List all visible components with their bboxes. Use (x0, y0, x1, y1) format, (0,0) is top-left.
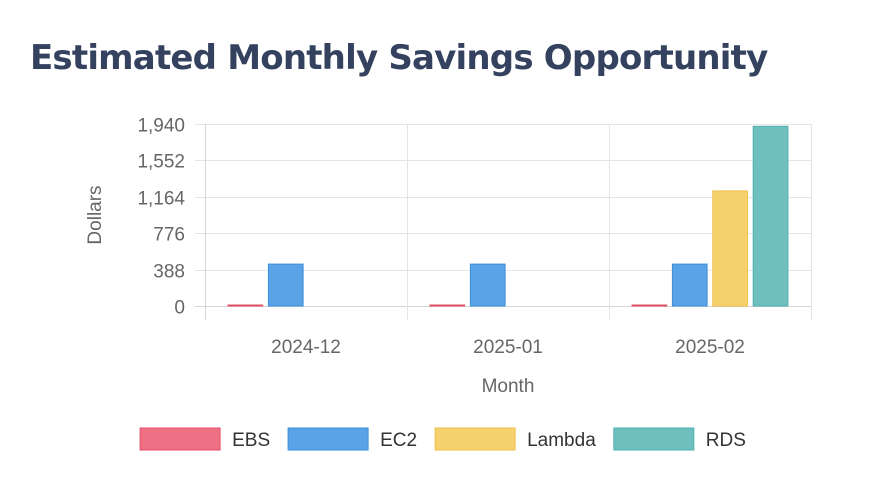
legend-label: Lambda (527, 430, 596, 451)
y-tick-label: 1,940 (137, 116, 185, 137)
legend-swatch-ebs (139, 427, 221, 451)
bar-rds-2025-02 (752, 125, 789, 307)
y-tick-label: 1,552 (137, 152, 185, 173)
x-tick-label: 2024-12 (271, 337, 341, 358)
y-tick-label: 1,164 (137, 189, 185, 210)
legend-label: EC2 (380, 430, 417, 451)
y-tick-label: 0 (174, 298, 185, 319)
bar-ec2-2025-01 (469, 263, 506, 307)
bar-ebs-2024-12 (227, 304, 264, 307)
bar-ec2-2025-02 (671, 263, 708, 307)
legend-label: EBS (232, 430, 270, 451)
legend-label: RDS (706, 430, 746, 451)
bar-ebs-2025-02 (631, 304, 668, 307)
x-tick-label: 2025-01 (473, 337, 543, 358)
x-axis-title: Month (482, 376, 535, 397)
x-tick-label: 2025-02 (675, 337, 745, 358)
bar-ec2-2024-12 (267, 263, 304, 307)
y-tick-label: 388 (153, 262, 185, 283)
legend-swatch-rds (613, 427, 695, 451)
y-tick-label: 776 (153, 225, 185, 246)
bar-lambda-2025-02 (712, 190, 748, 307)
y-axis-title: Dollars (85, 185, 106, 244)
legend-swatch-ec2 (287, 427, 369, 451)
legend-swatch-lambda (434, 427, 516, 451)
chart-title: Estimated Monthly Savings Opportunity (30, 38, 768, 78)
bar-ebs-2025-01 (429, 304, 466, 307)
